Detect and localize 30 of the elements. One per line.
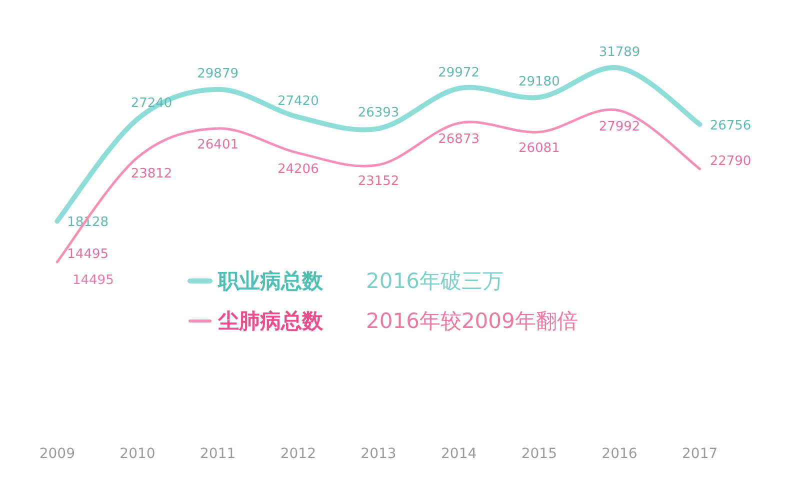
data-label: 26756: [710, 118, 752, 134]
x-tick-label: 2014: [441, 446, 477, 462]
data-label: 23812: [130, 166, 172, 182]
legend-label: 尘肺病总数: [217, 309, 324, 333]
x-tick-label: 2012: [280, 446, 316, 462]
data-label: 29972: [438, 65, 480, 80]
data-label: 26081: [518, 141, 560, 156]
legend-label: 职业病总数: [217, 269, 324, 293]
data-label: 29180: [518, 74, 560, 90]
data-label: 24206: [277, 162, 319, 178]
data-label: 26873: [438, 132, 480, 148]
data-label: 27420: [277, 94, 319, 110]
data-label: 29879: [197, 66, 239, 82]
data-label: 23152: [358, 174, 400, 189]
annotation: 14495: [72, 273, 114, 288]
x-tick-label: 2017: [682, 446, 718, 462]
data-label: 26401: [197, 137, 239, 152]
text: 2016年较2009年翻倍: [366, 309, 578, 333]
x-tick-label: 2015: [521, 446, 557, 462]
x-tick-label: 2016: [602, 446, 638, 462]
data-label: 26393: [358, 106, 400, 121]
x-tick-label: 2013: [360, 446, 396, 462]
data-label: 27992: [598, 120, 640, 135]
data-label: 14495: [67, 247, 109, 262]
data-label: 31789: [598, 45, 640, 60]
text: 2016年破三万: [366, 269, 504, 293]
data-label: 22790: [710, 154, 752, 169]
x-tick-label: 2009: [39, 446, 75, 462]
x-tick-label: 2011: [200, 446, 236, 462]
x-tick-label: 2010: [120, 446, 156, 462]
